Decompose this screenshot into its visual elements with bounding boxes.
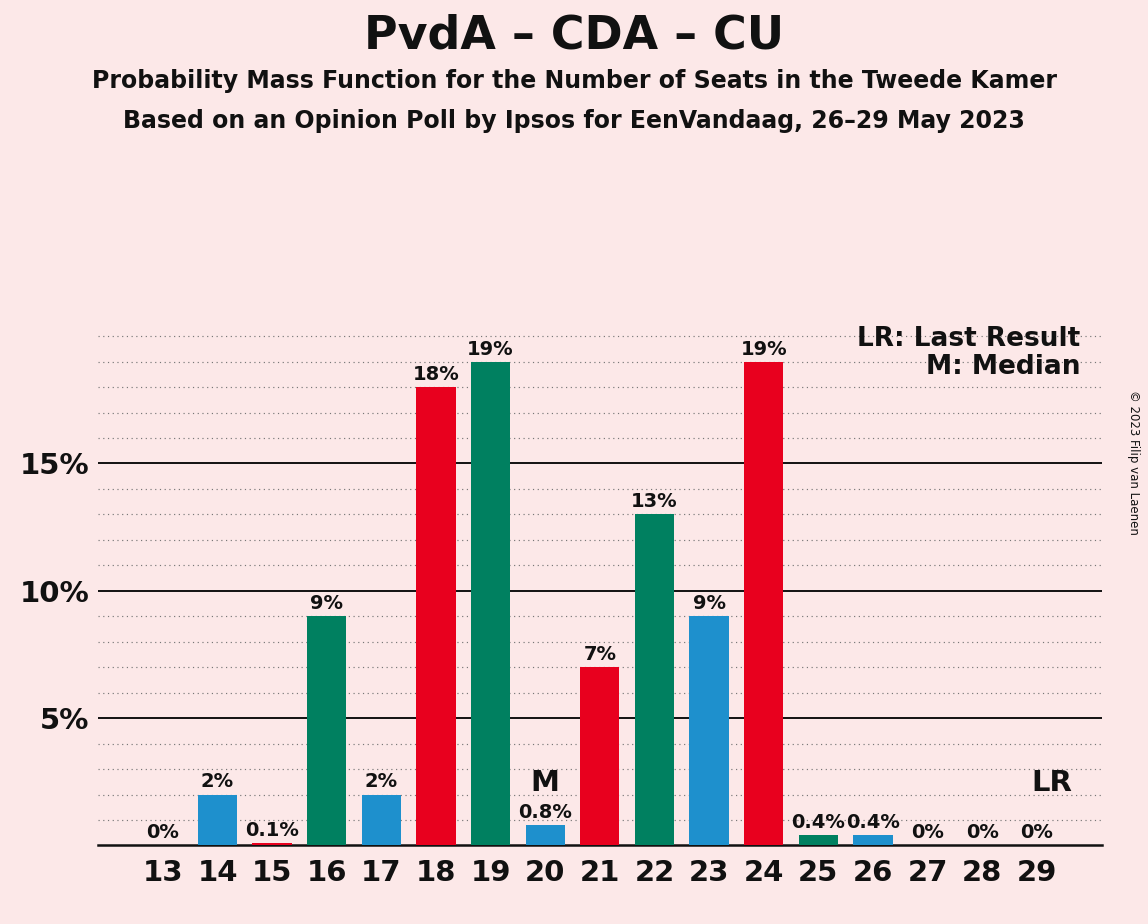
Bar (526, 825, 565, 845)
Text: PvdA – CDA – CU: PvdA – CDA – CU (364, 14, 784, 59)
Bar (690, 616, 729, 845)
Text: 2%: 2% (201, 772, 234, 792)
Text: 0%: 0% (147, 822, 179, 842)
Text: 0.4%: 0.4% (846, 813, 900, 833)
Text: M: Median: M: Median (926, 354, 1080, 380)
Bar (580, 667, 620, 845)
Text: LR: LR (1031, 769, 1072, 797)
Text: © 2023 Filip van Laenen: © 2023 Filip van Laenen (1127, 390, 1140, 534)
Text: 0.4%: 0.4% (791, 813, 845, 833)
Bar (744, 361, 783, 845)
Text: 2%: 2% (365, 772, 398, 792)
Bar (853, 835, 893, 845)
Text: 0%: 0% (1021, 822, 1053, 842)
Text: 9%: 9% (692, 594, 726, 614)
Text: Based on an Opinion Poll by Ipsos for EenVandaag, 26–29 May 2023: Based on an Opinion Poll by Ipsos for Ee… (123, 109, 1025, 133)
Text: M: M (530, 769, 560, 797)
Bar (362, 795, 401, 845)
Bar (417, 387, 456, 845)
Bar (253, 843, 292, 845)
Text: 0.1%: 0.1% (246, 821, 300, 840)
Text: 9%: 9% (310, 594, 343, 614)
Text: 0%: 0% (912, 822, 944, 842)
Text: 7%: 7% (583, 645, 616, 664)
Bar (799, 835, 838, 845)
Text: 18%: 18% (412, 365, 459, 384)
Bar (471, 361, 510, 845)
Bar (197, 795, 238, 845)
Bar (307, 616, 347, 845)
Text: 0.8%: 0.8% (518, 803, 572, 822)
Text: 19%: 19% (467, 339, 514, 359)
Bar (635, 515, 674, 845)
Text: Probability Mass Function for the Number of Seats in the Tweede Kamer: Probability Mass Function for the Number… (92, 69, 1056, 93)
Text: 13%: 13% (631, 492, 677, 511)
Text: LR: Last Result: LR: Last Result (858, 326, 1080, 352)
Text: 19%: 19% (740, 339, 788, 359)
Text: 0%: 0% (965, 822, 999, 842)
